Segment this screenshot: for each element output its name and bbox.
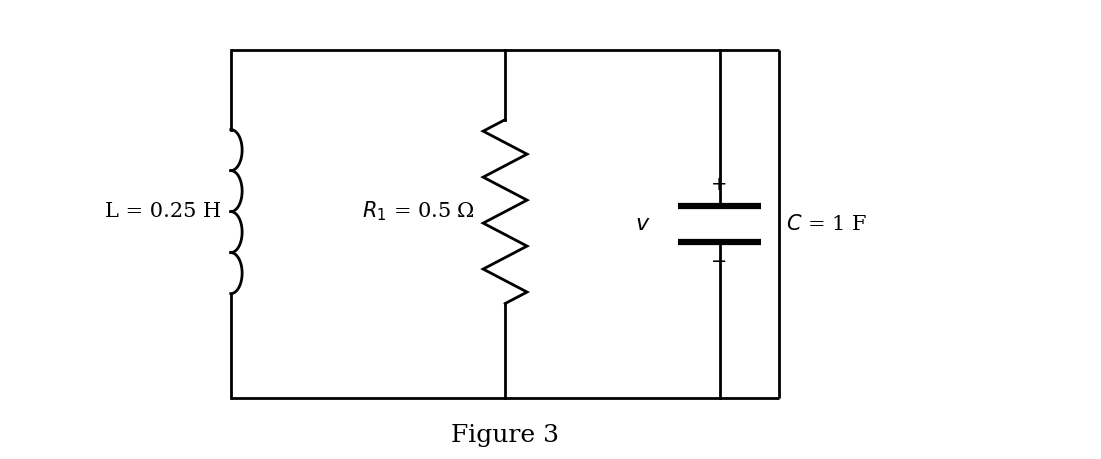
Text: −: − [711,252,728,271]
Text: Figure 3: Figure 3 [451,424,559,447]
Text: $v$: $v$ [635,213,651,235]
Text: $C$ = 1 F: $C$ = 1 F [786,214,868,234]
Text: $R_1$ = 0.5 Ω: $R_1$ = 0.5 Ω [362,200,476,224]
Text: L = 0.25 H: L = 0.25 H [105,202,221,221]
Text: +: + [711,175,728,194]
